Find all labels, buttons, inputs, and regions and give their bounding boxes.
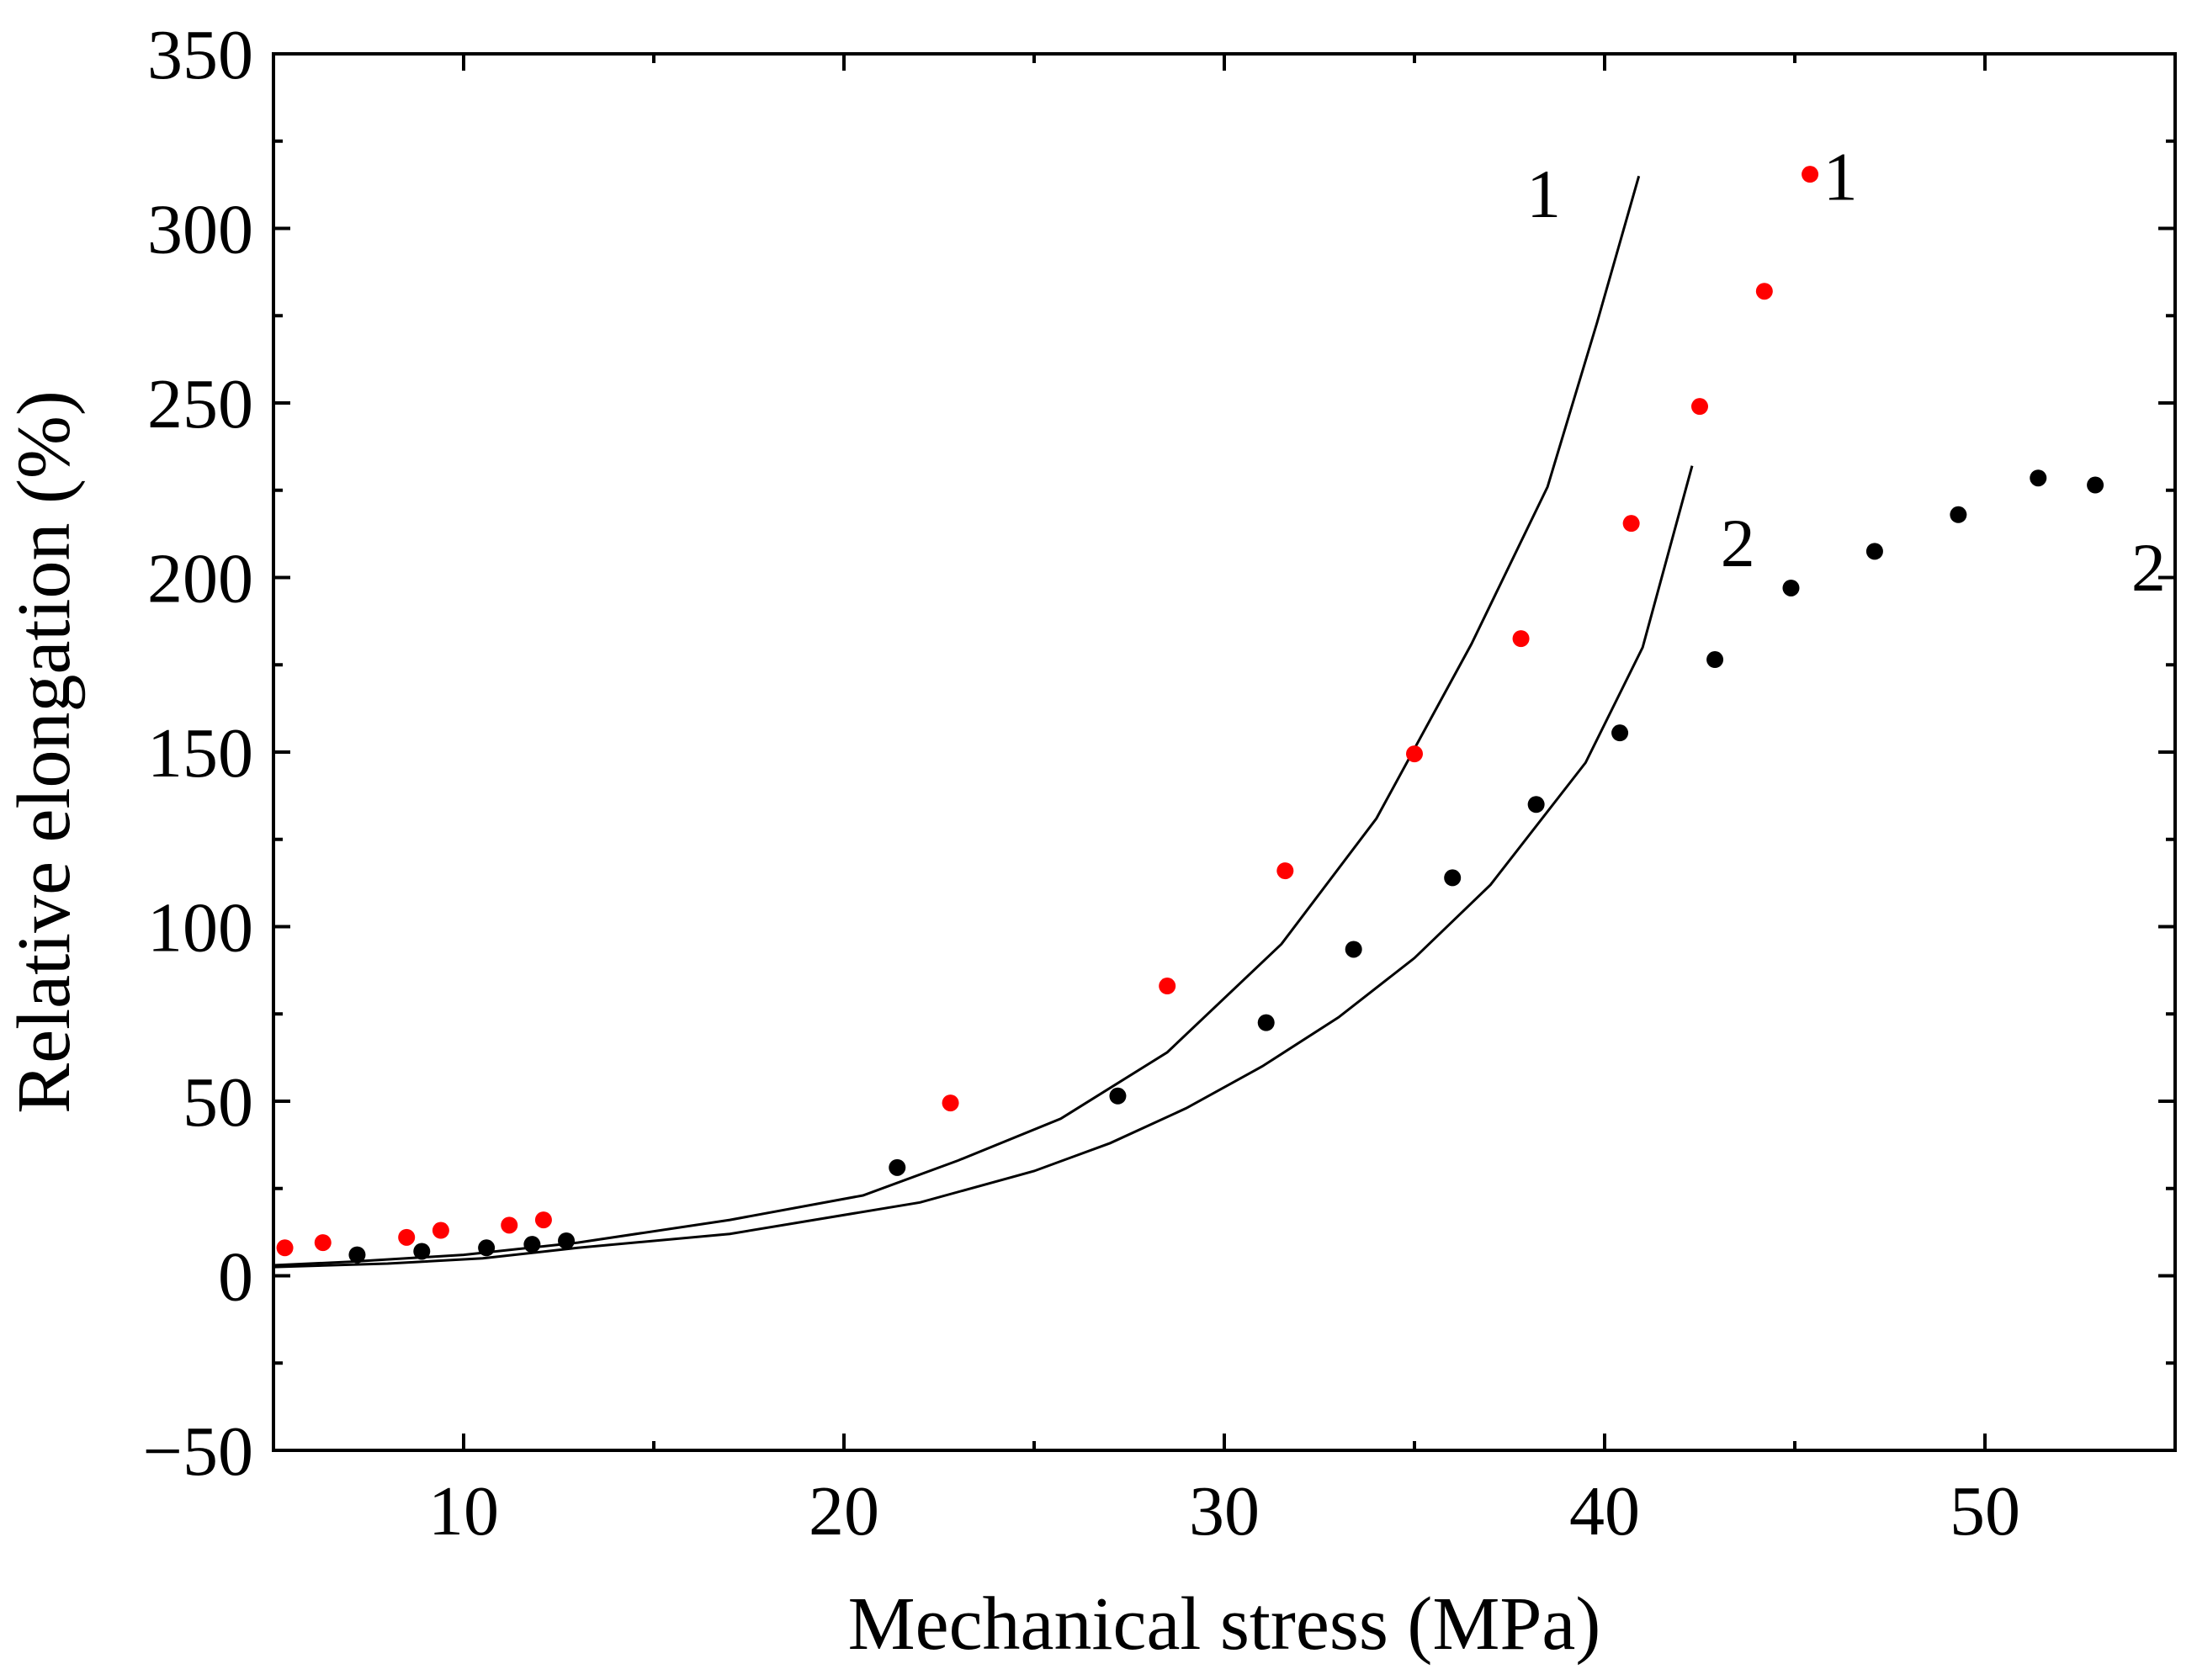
curve-number-label: 2 bbox=[1721, 505, 1755, 581]
data-point bbox=[1622, 515, 1640, 533]
curve-number-label: 1 bbox=[1526, 156, 1561, 232]
data-point bbox=[1159, 978, 1176, 995]
fit-curves bbox=[273, 175, 1694, 1269]
data-point bbox=[413, 1243, 431, 1260]
data-point bbox=[1276, 862, 1294, 880]
data-point bbox=[432, 1222, 449, 1239]
data-point bbox=[558, 1232, 576, 1249]
data-point bbox=[1527, 796, 1545, 814]
data-point bbox=[398, 1228, 416, 1246]
y-axis-title: Relative elongation (%) bbox=[3, 390, 86, 1114]
data-point bbox=[889, 1158, 906, 1176]
y-tick-label: 50 bbox=[183, 1063, 253, 1142]
data-point bbox=[1802, 166, 1819, 183]
data-point bbox=[534, 1211, 552, 1229]
data-point bbox=[523, 1236, 541, 1253]
x-axis-title: Mechanical stress (MPa) bbox=[848, 1582, 1601, 1666]
data-point bbox=[1109, 1087, 1127, 1105]
y-tick-label: 350 bbox=[147, 16, 253, 94]
data-point bbox=[276, 1239, 294, 1257]
x-tick-label: 30 bbox=[1189, 1472, 1260, 1550]
x-tick-label: 20 bbox=[809, 1472, 879, 1550]
curve-annotations: 1 1 2 2 bbox=[1526, 138, 2166, 606]
y-tick-label: 300 bbox=[147, 191, 253, 269]
fit-curve-2 bbox=[273, 175, 1641, 1267]
data-point bbox=[1444, 869, 1462, 887]
data-point bbox=[501, 1216, 518, 1234]
x-tick-label: 40 bbox=[1569, 1472, 1640, 1550]
data-point bbox=[1345, 941, 1362, 958]
data-point bbox=[1782, 579, 1800, 596]
data-point bbox=[314, 1234, 332, 1252]
data-point bbox=[1611, 724, 1629, 742]
data-point bbox=[2087, 476, 2104, 494]
data-point bbox=[348, 1246, 366, 1264]
data-point bbox=[1512, 630, 1530, 648]
y-tick-label: 100 bbox=[147, 889, 253, 967]
curve-number-label: 2 bbox=[2131, 529, 2166, 606]
data-point bbox=[1865, 543, 1883, 560]
data-point bbox=[478, 1239, 496, 1257]
x-axis-ticks: 10 20 30 40 50 bbox=[272, 54, 2177, 1550]
curve-number-label: 1 bbox=[1823, 138, 1858, 215]
data-point bbox=[1406, 745, 1423, 763]
y-tick-label: 200 bbox=[147, 540, 253, 618]
data-point bbox=[1950, 506, 1967, 523]
y-axis-ticks: −50 0 50 100 150 200 250 300 350 bbox=[143, 16, 2175, 1491]
x-tick-label: 50 bbox=[1950, 1472, 2020, 1550]
data-point bbox=[942, 1094, 959, 1112]
y-tick-label: 0 bbox=[218, 1238, 253, 1317]
y-tick-label: −50 bbox=[143, 1412, 253, 1491]
data-point bbox=[1691, 398, 1708, 416]
data-point bbox=[1257, 1014, 1275, 1031]
y-tick-label: 150 bbox=[147, 714, 253, 792]
data-points bbox=[276, 166, 2104, 1264]
data-point bbox=[2030, 469, 2047, 487]
data-point bbox=[1706, 651, 1724, 669]
data-point bbox=[1755, 283, 1773, 300]
y-tick-label: 250 bbox=[147, 365, 253, 443]
fit-curve-3 bbox=[273, 465, 1694, 1269]
x-tick-label: 10 bbox=[428, 1472, 499, 1550]
